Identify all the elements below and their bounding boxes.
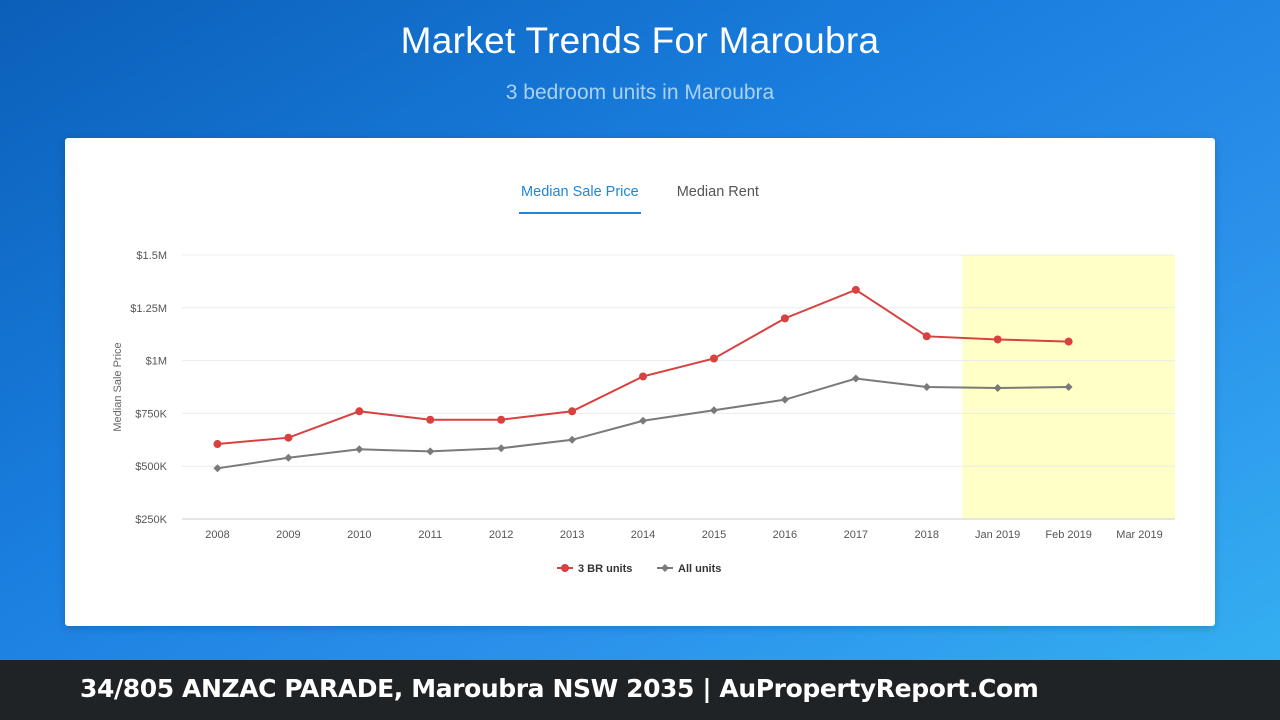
x-tick-label: 2016 <box>773 529 797 541</box>
x-tick-label: 2012 <box>489 529 513 541</box>
data-point <box>851 374 860 383</box>
y-tick-label: $1M <box>146 356 167 368</box>
data-point <box>284 433 293 442</box>
legend-swatch-marker <box>561 564 569 572</box>
data-point <box>851 285 860 294</box>
data-point <box>922 332 931 341</box>
x-tick-label: Mar 2019 <box>1116 529 1162 541</box>
data-point <box>213 464 222 473</box>
chart-card: Median Sale Price Median Rent $250K $500K… <box>65 138 1215 626</box>
x-tick-label: 2011 <box>418 529 442 541</box>
data-point <box>639 372 648 381</box>
x-tick-label: 2010 <box>347 529 371 541</box>
data-point <box>993 335 1002 344</box>
y-tick-label: $250K <box>135 514 167 526</box>
data-point <box>709 354 718 363</box>
page-subtitle: 3 bedroom units in Maroubra <box>505 81 775 104</box>
x-tick-label: Feb 2019 <box>1045 529 1091 541</box>
tab-median-sale-price[interactable]: Median Sale Price <box>519 182 641 214</box>
x-tick-label: 2017 <box>844 529 868 541</box>
data-point <box>426 447 435 456</box>
x-tick-label: 2013 <box>560 529 584 541</box>
data-point <box>355 445 364 454</box>
chart-tabs: Median Sale Price Median Rent <box>65 182 1215 216</box>
median-sale-price-chart: $250K $500K $750K $1M $1.25M $1.5M 2008 2009 201… <box>112 250 1175 575</box>
data-point <box>709 406 718 415</box>
x-tick-label: 2008 <box>205 529 229 541</box>
x-tick-label: Jan 2019 <box>975 529 1020 541</box>
legend-swatch-marker <box>661 564 669 572</box>
x-tick-label: 2018 <box>915 529 939 541</box>
x-tick-label: 2015 <box>702 529 726 541</box>
y-axis-label: Median Sale Price <box>112 342 124 431</box>
footer-bar: 34/805 ANZAC PARADE, Maroubra NSW 2035 |… <box>0 660 1280 720</box>
data-point <box>213 440 222 449</box>
data-point <box>568 407 577 416</box>
y-tick-label: $1.5M <box>136 250 167 262</box>
page-title: Market Trends For Maroubra <box>400 20 880 61</box>
data-point <box>1064 337 1073 346</box>
data-point <box>993 384 1002 393</box>
data-point <box>355 407 364 416</box>
data-point <box>497 444 506 453</box>
data-point <box>922 383 931 391</box>
data-point <box>780 314 789 323</box>
data-point <box>284 453 293 462</box>
y-tick-label: $750K <box>135 408 167 420</box>
y-tick-label: $1.25M <box>130 303 167 315</box>
data-point <box>780 395 789 404</box>
data-point <box>497 415 506 424</box>
data-point <box>426 415 435 424</box>
x-tick-label: 2014 <box>631 529 655 541</box>
y-tick-label: $500K <box>135 461 167 473</box>
legend-label: All units <box>678 563 721 575</box>
tab-median-rent[interactable]: Median Rent <box>676 184 759 200</box>
x-tick-label: 2009 <box>276 529 300 541</box>
data-point <box>568 435 577 444</box>
footer-address: 34/805 ANZAC PARADE, Maroubra NSW 2035 |… <box>80 674 1039 703</box>
legend-label: 3 BR units <box>578 563 632 575</box>
data-point <box>1064 383 1073 391</box>
data-point <box>639 416 648 425</box>
